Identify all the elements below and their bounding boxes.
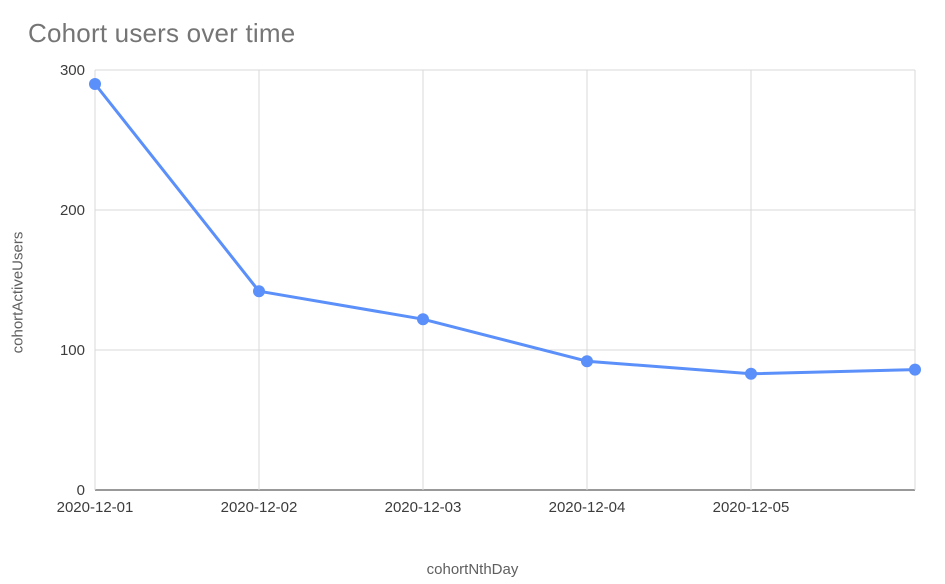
data-point (417, 313, 429, 325)
x-tick: 2020-12-02 (221, 499, 298, 516)
data-point (909, 364, 921, 376)
svg-text:300: 300 (60, 62, 85, 79)
x-tick: 2020-12-04 (549, 499, 626, 516)
svg-text:2020-12-01: 2020-12-01 (57, 499, 134, 516)
series-line (95, 84, 915, 374)
svg-text:2020-12-05: 2020-12-05 (713, 499, 790, 516)
chart-container: Cohort users over time cohortActiveUsers… (0, 0, 945, 584)
y-tick: 300 (60, 62, 85, 79)
x-tick: 2020-12-05 (713, 499, 790, 516)
x-tick: 2020-12-03 (385, 499, 462, 516)
data-point (253, 285, 265, 297)
svg-text:100: 100 (60, 342, 85, 359)
data-point (745, 368, 757, 380)
svg-text:2020-12-02: 2020-12-02 (221, 499, 298, 516)
y-tick: 200 (60, 202, 85, 219)
svg-text:2020-12-04: 2020-12-04 (549, 499, 626, 516)
svg-text:200: 200 (60, 202, 85, 219)
svg-text:2020-12-03: 2020-12-03 (385, 499, 462, 516)
svg-text:0: 0 (77, 482, 85, 499)
y-tick: 100 (60, 342, 85, 359)
x-axis-label: cohortNthDay (0, 561, 945, 578)
y-tick: 0 (77, 482, 85, 499)
data-point (581, 355, 593, 367)
chart-plot-area: 0 100 200 300 2020-12-01 2020-12-02 2020-12-03… (0, 0, 945, 584)
data-point (89, 78, 101, 90)
x-tick: 2020-12-01 (57, 499, 134, 516)
